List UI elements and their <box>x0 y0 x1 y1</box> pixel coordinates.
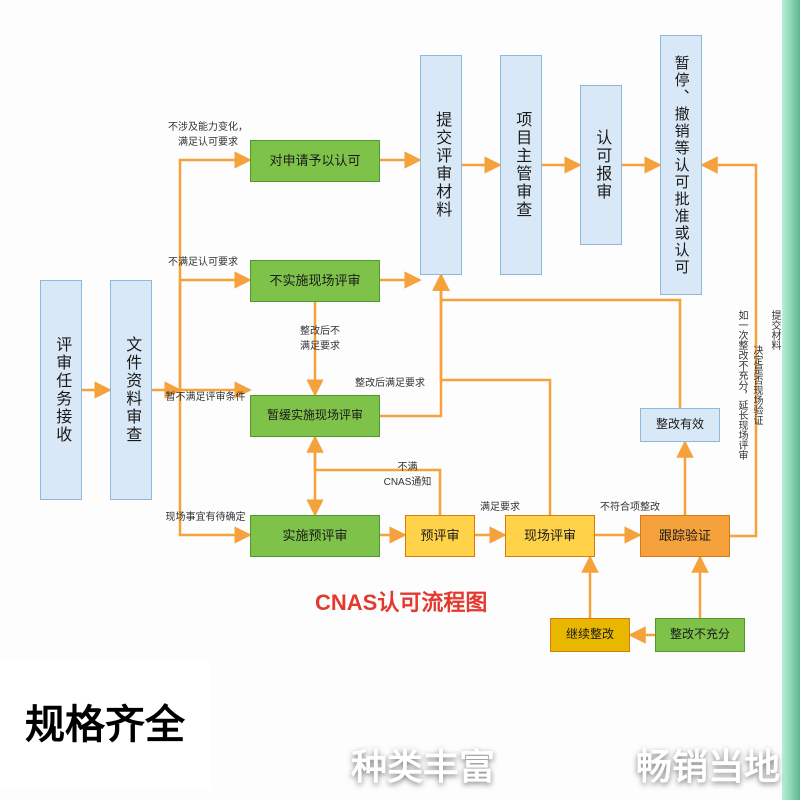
edge-label-l11: 提交材料 <box>762 310 782 350</box>
page-right-border <box>782 0 800 800</box>
edge-label-l10: 决定是否现场验证 如一次整改不充分，延长现场评审 <box>744 310 764 460</box>
node-b2: 项目主管审查 <box>500 55 542 275</box>
arrow-19 <box>441 275 680 408</box>
node-yy1: 继续整改 <box>550 618 630 652</box>
edge-label-l8: 满足要求 <box>475 498 525 513</box>
edge-label-l2: 不满足认可要求 <box>158 253 248 268</box>
node-y1: 预评审 <box>405 515 475 557</box>
edge-label-l4: 现场事宜有待确定 <box>158 508 253 523</box>
node-b1: 提交评审材料 <box>420 55 462 275</box>
arrow-9 <box>380 275 441 416</box>
edge-label-l9: 不符合项整改 <box>595 498 665 513</box>
node-gg1: 整改不充分 <box>655 618 745 652</box>
node-a2: 文件资料审查 <box>110 280 152 500</box>
flowchart-diagram: 评审任务接收文件资料审查 对申请予以认可不实施现场评审暂缓实施现场评审实施预评审预… <box>0 0 800 800</box>
diagram-title: CNAS认可流程图 <box>315 585 487 617</box>
node-g2: 不实施现场评审 <box>250 260 380 302</box>
edge-label-l3: 暂不满足评审条件 <box>158 388 253 403</box>
edge-label-l5: 整改后不 满足要求 <box>285 322 355 352</box>
edge-label-l1: 不涉及能力变化， 满足认可要求 <box>158 118 258 148</box>
arrow-3 <box>180 280 250 390</box>
node-g3: 暂缓实施现场评审 <box>250 395 380 437</box>
node-b4: 暂停、撤销等认可批准或认可 <box>660 35 702 295</box>
node-lb1: 整改有效 <box>640 408 720 442</box>
edge-label-l7: 不满 CNAS通知 <box>380 458 435 488</box>
node-g4: 实施预评审 <box>250 515 380 557</box>
arrow-18 <box>441 275 550 515</box>
node-g1: 对申请予以认可 <box>250 140 380 182</box>
node-b3: 认可报审 <box>580 85 622 245</box>
arrow-2 <box>180 160 250 390</box>
node-y2: 现场评审 <box>505 515 595 557</box>
edge-label-l6: 整改后满足要求 <box>345 374 435 389</box>
node-a1: 评审任务接收 <box>40 280 82 500</box>
node-o1: 跟踪验证 <box>640 515 730 557</box>
